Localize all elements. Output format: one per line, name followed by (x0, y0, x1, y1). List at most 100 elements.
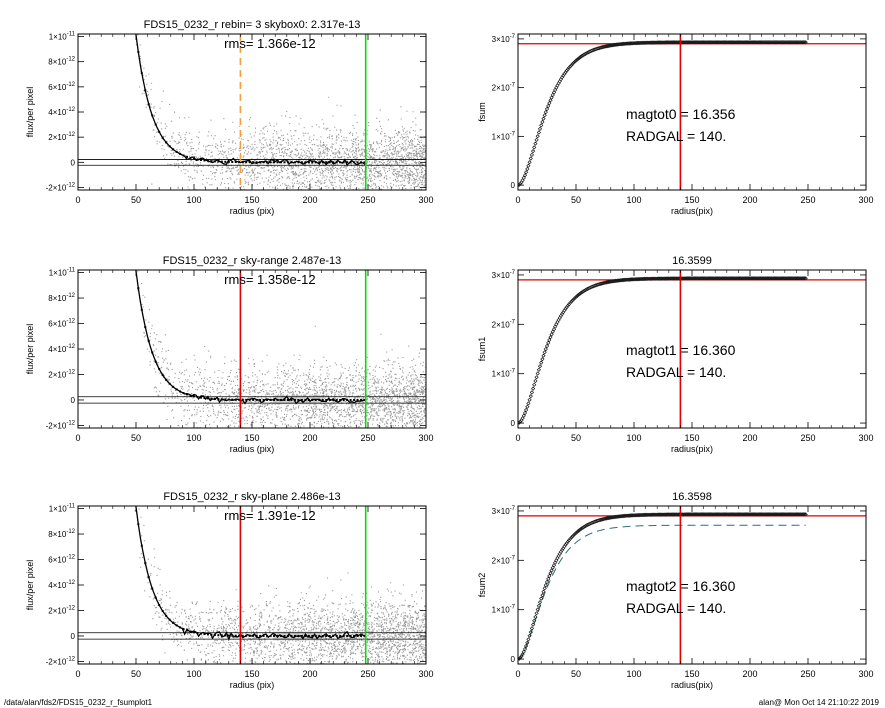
profile-marker (328, 398, 331, 401)
y-axis-label: flux/per pixel (25, 324, 35, 375)
y-tick-label: 2×10-7 (492, 319, 516, 329)
profile-marker (151, 587, 154, 590)
x-tick-label: 50 (131, 195, 141, 205)
x-tick-label: 150 (244, 669, 259, 679)
profile-marker (356, 161, 359, 164)
y-tick-label: 0 (71, 632, 76, 641)
profile-marker (262, 634, 265, 637)
profile-marker (172, 621, 175, 624)
profile-marker (346, 398, 349, 401)
x-axis-label: radius (pix) (230, 680, 275, 690)
profile-marker (234, 161, 237, 164)
profile-marker (231, 160, 234, 163)
profile-marker (248, 634, 251, 637)
profile-marker (220, 160, 223, 163)
x-tick-label: 50 (571, 195, 581, 205)
footer-path: /data/alan/fds2/FDS15_0232_r_fsumplot1 (4, 698, 153, 707)
y-tick-label: 4×10-12 (48, 107, 75, 117)
x-tick-label: 300 (418, 669, 433, 679)
x-tick-label: 200 (742, 669, 757, 679)
x-axis-label: radius (pix) (230, 206, 275, 216)
profile-marker (297, 161, 300, 164)
profile-marker (140, 72, 143, 75)
profile-marker (172, 385, 175, 388)
profile-marker (144, 326, 147, 329)
y-tick-label: 3×10-7 (492, 34, 516, 44)
profile-marker (127, 422, 129, 424)
x-tick-label: 150 (684, 433, 699, 443)
y-tick-label: 0 (511, 655, 516, 664)
x-tick-label: 300 (858, 433, 873, 443)
profile-marker (363, 161, 366, 164)
data-points (137, 271, 426, 428)
x-tick-label: 250 (360, 433, 375, 443)
profile-marker (248, 161, 251, 164)
y-axis-label: fsum2 (477, 573, 487, 598)
profile-marker (259, 634, 262, 637)
y-tick-label: 4×10-12 (48, 344, 75, 354)
x-tick-label: 250 (800, 669, 815, 679)
rms-annotation: rms= 1.358e-12 (224, 272, 315, 287)
profile-marker (140, 544, 143, 547)
profile-marker (220, 398, 223, 401)
y-tick-label: 1×10-7 (492, 369, 516, 379)
growth-panel-2: 0 50 100 150 200 250 300 0 1×10-7 2×10-7 3×10-7 rad… (477, 255, 874, 454)
profile-marker (318, 161, 321, 164)
profile-marker (328, 161, 331, 164)
profile-marker (335, 398, 338, 401)
profile-marker (224, 634, 227, 637)
panel-title: 16.3598 (672, 491, 712, 503)
profile-marker (206, 159, 209, 162)
profile-marker (186, 393, 189, 396)
profile-marker (266, 398, 269, 401)
profile-marker (356, 634, 359, 637)
profile-marker (283, 398, 286, 401)
y-tick-label: 0 (71, 158, 76, 167)
plot-area (518, 270, 866, 428)
profile-marker (259, 161, 262, 164)
profile-marker (321, 634, 324, 637)
magtot-annotation: magtot0 = 16.356 (626, 106, 736, 122)
profile-marker (273, 634, 276, 637)
profile-marker (158, 604, 161, 607)
x-axis-label: radius(pix) (671, 680, 713, 690)
x-tick-label: 250 (360, 195, 375, 205)
profile-marker (360, 634, 363, 637)
rms-annotation: rms= 1.366e-12 (224, 36, 315, 51)
profile-marker (189, 394, 192, 397)
profile-marker (245, 634, 248, 637)
profile-marker (349, 634, 352, 637)
profile-marker (255, 161, 258, 164)
profile-marker (168, 618, 171, 621)
x-tick-label: 200 (302, 669, 317, 679)
y-tick-label: 8×10-12 (48, 293, 75, 303)
profile-marker (314, 634, 317, 637)
profile-marker (255, 398, 258, 401)
x-tick-label: 150 (244, 433, 259, 443)
y-tick-label: 6×10-12 (48, 82, 75, 92)
x-tick-label: 100 (626, 195, 641, 205)
y-tick-label: 0 (511, 181, 516, 190)
profile-marker (199, 396, 202, 399)
profile-marker (266, 161, 269, 164)
profile-marker (158, 130, 161, 133)
profile-marker (335, 634, 338, 637)
profile-marker (276, 161, 279, 164)
x-tick-label: 300 (858, 669, 873, 679)
profile-marker (339, 398, 342, 401)
plot-frame (77, 33, 427, 191)
sky-band (272, 395, 322, 405)
x-tick-label: 0 (75, 195, 80, 205)
profile-marker (238, 398, 241, 401)
plot-area (518, 506, 866, 664)
profile-marker (182, 392, 185, 395)
x-tick-label: 50 (131, 433, 141, 443)
profile-marker (293, 161, 296, 164)
profile-marker (255, 634, 258, 637)
profile-marker (151, 114, 154, 117)
profile-marker (346, 634, 349, 637)
growth-panel-3: 0 50 100 150 200 250 300 0 1×10-7 2×10-7 3×10-7 rad… (477, 491, 874, 690)
x-tick-label: 50 (571, 433, 581, 443)
profile-marker (311, 161, 314, 164)
profile-marker (120, 309, 122, 311)
